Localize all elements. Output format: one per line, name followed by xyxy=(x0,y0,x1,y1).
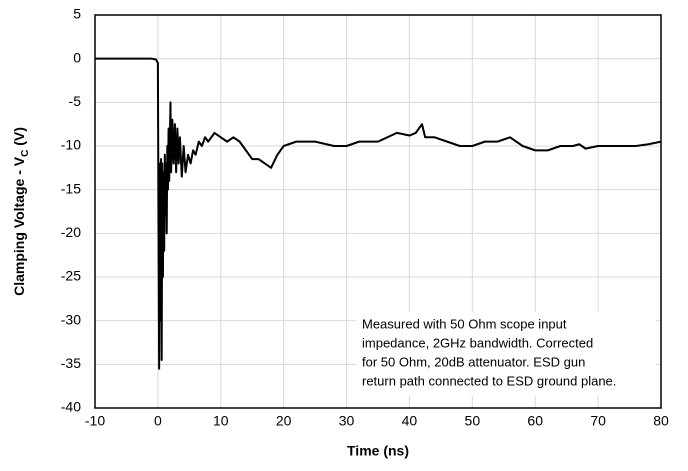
annotation: Measured with 50 Ohm scope input xyxy=(362,316,567,331)
y-axis-label-part: Clamping Voltage - V xyxy=(11,156,27,296)
y-tick-label: 0 xyxy=(73,49,81,65)
y-tick-label: -15 xyxy=(61,180,81,196)
x-tick-label: 20 xyxy=(276,413,292,429)
annotation: return path connected to ESD ground plan… xyxy=(362,373,616,388)
y-tick-label: -20 xyxy=(61,224,81,240)
x-axis-label: Time (ns) xyxy=(347,443,409,459)
x-tick-label: -10 xyxy=(85,413,105,429)
y-tick-label: 5 xyxy=(73,6,81,22)
x-tick-label: 0 xyxy=(154,413,162,429)
y-tick-label: -10 xyxy=(61,137,81,153)
x-tick-label: 40 xyxy=(402,413,418,429)
y-tick-label: -35 xyxy=(61,355,81,371)
x-tick-label: 50 xyxy=(465,413,481,429)
plot-frame xyxy=(94,14,662,409)
annotation: impedance, 2GHz bandwidth. Corrected xyxy=(362,335,593,350)
x-tick-label: 80 xyxy=(653,413,669,429)
y-axis-label: Clamping Voltage - VC (V) xyxy=(11,127,31,296)
data-line xyxy=(95,57,662,370)
y-tick-label: -5 xyxy=(69,93,82,109)
y-tick-label: -30 xyxy=(61,311,81,327)
y-axis-label-part: (V) xyxy=(11,127,27,150)
x-tick-label: 30 xyxy=(339,413,355,429)
x-tick-label: 60 xyxy=(527,413,543,429)
annotation: for 50 Ohm, 20dB attenuator. ESD gun xyxy=(362,354,585,369)
y-tick-label: -25 xyxy=(61,268,81,284)
y-tick-label: -40 xyxy=(61,399,81,415)
y-axis-label-part: C xyxy=(20,150,31,157)
x-tick-label: 70 xyxy=(590,413,606,429)
annotation-box xyxy=(356,312,656,396)
x-tick-label: 10 xyxy=(213,413,229,429)
